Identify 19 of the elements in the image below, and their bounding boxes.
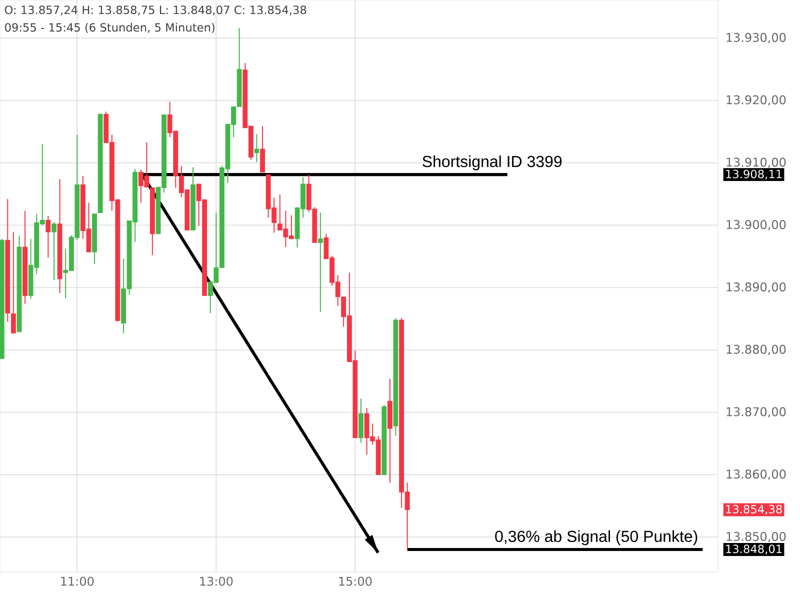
y-tick-label: 13.880,00 bbox=[726, 344, 786, 356]
y-tick-label: 13.900,00 bbox=[726, 220, 786, 230]
y-tick-label: 13.854,38 bbox=[726, 504, 782, 515]
annotation: 0,36% ab Signal (50 Punkte) bbox=[495, 530, 698, 546]
y-tick-label: 13.848,01 bbox=[726, 544, 782, 554]
y-tick-label: 13.860,00 bbox=[726, 470, 786, 480]
x-tick-label: 11:00 bbox=[61, 576, 94, 586]
y-tick-label: 13.910,00 bbox=[726, 158, 786, 168]
y-tick-label: 13.930,00 bbox=[726, 32, 786, 44]
y-tick-label: 13.850,00 bbox=[726, 532, 786, 542]
x-tick-label: 15:00 bbox=[339, 576, 372, 586]
y-tick-label: 13.870,00 bbox=[726, 407, 786, 418]
x-tick-label: 13:00 bbox=[200, 576, 233, 586]
y-tick-label: 13.920,00 bbox=[726, 95, 786, 106]
y-tick-label: 13.890,00 bbox=[726, 282, 786, 293]
chart-title: O: 13.857,24 H: 13.858,75 L: 13.848,07 C: 13.854,38 bbox=[4, 6, 306, 16]
text: 09:55 - 15:45 (6 Stunden, 5 Minuten) bbox=[5, 22, 214, 34]
y-tick-label: 13.908,11 bbox=[726, 170, 782, 180]
annotation: Shortsignal ID 3399 bbox=[422, 155, 562, 170]
